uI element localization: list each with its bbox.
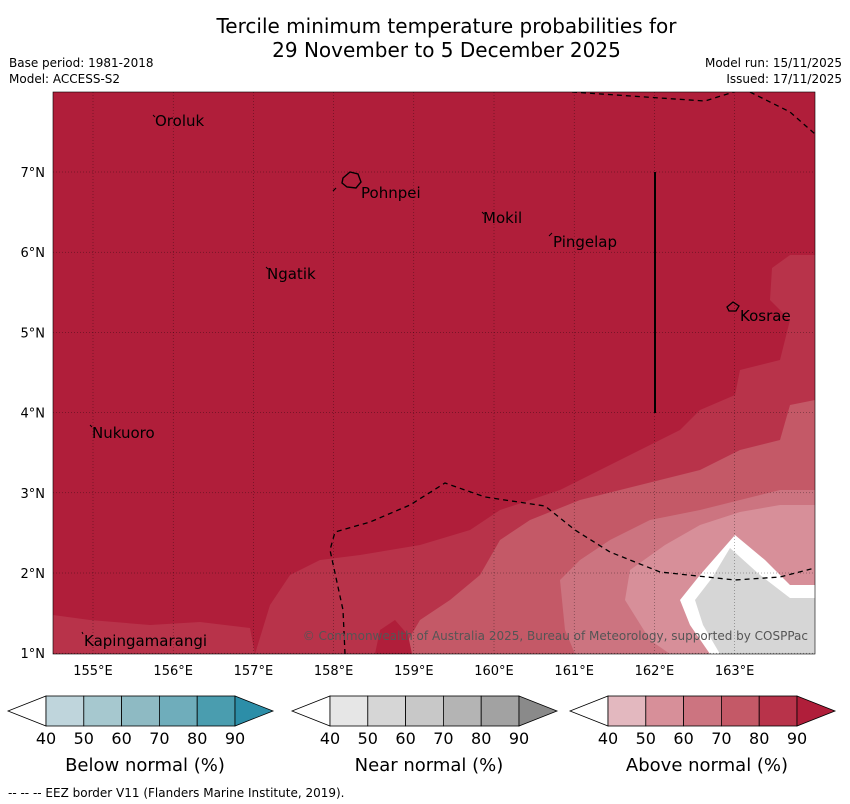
- longitude-tick-label: 155°E: [73, 664, 113, 679]
- colorbar-segment: [405, 695, 444, 727]
- colorbar-segment: [158, 695, 198, 727]
- map-title: Tercile minimum temperature probabilitie…: [0, 14, 850, 62]
- colorbar-tick-label: 60: [395, 729, 415, 748]
- colorbar-high-extension: [518, 695, 559, 727]
- colorbar-low-extension: [568, 695, 609, 727]
- latitude-tick-label: 1°N: [21, 647, 46, 662]
- latitude-tick-label: 2°N: [21, 567, 46, 582]
- colorbar-high-extension: [234, 695, 275, 727]
- colorbar-tick-label: 90: [787, 729, 807, 748]
- colorbar-segment: [367, 695, 407, 727]
- place-dots: [81, 114, 553, 635]
- colorbar-tick-label: 50: [74, 729, 94, 748]
- colorbar-title-below: Below normal (%): [65, 755, 225, 776]
- colorbar-segment: [121, 695, 160, 727]
- above-90-patch: [375, 620, 412, 654]
- map-frame: [52, 91, 816, 655]
- colorbar-segment: [83, 695, 123, 727]
- colorbar-near: 40 50 60 70 80 90: [290, 695, 559, 748]
- place-label: Kapingamarangi: [84, 632, 207, 650]
- base-period: Base period: 1981-2018: [9, 56, 154, 70]
- colorbar-low-extension: [290, 695, 331, 727]
- eez-border-south: [329, 482, 815, 654]
- map-panel: Oroluk Pohnpei Mokil Pingelap Ngatik Kos…: [21, 91, 816, 679]
- meta-right: Model run: 15/11/2025 Issued: 17/11/2025: [705, 55, 842, 87]
- latitude-tick-label: 5°N: [21, 326, 46, 341]
- place-label: Nukuoro: [92, 424, 155, 442]
- colorbar-tick-label: 40: [36, 729, 56, 748]
- colorbar-tick-label: 50: [358, 729, 378, 748]
- colorbar-segment: [720, 695, 760, 727]
- colorbar-segment: [645, 695, 685, 727]
- probability-field: [53, 92, 815, 654]
- place-label: Pohnpei: [361, 184, 421, 202]
- place-label: Mokil: [483, 209, 522, 227]
- colorbar-below: 40 50 60 70 80 90: [6, 695, 275, 748]
- colorbar-tick-label: 80: [749, 729, 769, 748]
- colorbar-low-extension: [6, 695, 47, 727]
- longitude-tick-label: 159°E: [394, 664, 434, 679]
- colorbar-high-extension: [796, 695, 837, 727]
- eez-legend-footer: -- -- -- EEZ border V11 (Flanders Marine…: [8, 786, 345, 800]
- islands: [332, 171, 740, 312]
- colorbar-tick-label: 70: [711, 729, 731, 748]
- colorbar-tick-label: 70: [149, 729, 169, 748]
- place-label: Ngatik: [267, 265, 316, 283]
- latitude-tick-label: 7°N: [21, 166, 46, 181]
- longitude-tick-label: 162°E: [635, 664, 675, 679]
- eez-border-north: [571, 92, 736, 102]
- latitude-tick-label: 6°N: [21, 246, 46, 261]
- latitude-tick-label: 3°N: [21, 487, 46, 502]
- place-label: Pingelap: [553, 233, 617, 251]
- longitude-tick-label: 158°E: [314, 664, 354, 679]
- colorbar-segment: [758, 695, 798, 727]
- colorbar-tick-label: 80: [471, 729, 491, 748]
- colorbar-segment: [45, 695, 85, 727]
- colorbar-tick-label: 80: [187, 729, 207, 748]
- colorbar-above: 40 50 60 70 80 90: [568, 695, 837, 748]
- eez-border-northeast: [749, 92, 815, 135]
- ant-atoll-mark: [332, 187, 337, 192]
- copyright-notice: © Commonwealth of Australia 2025, Bureau…: [303, 629, 808, 643]
- kosrae-island-outline: [726, 301, 740, 312]
- longitude-axis: 155°E 156°E 157°E 158°E 159°E 160°E 161°E 162°E…: [73, 664, 754, 679]
- longitude-tick-label: 157°E: [234, 664, 274, 679]
- colorbar-segment: [196, 695, 236, 727]
- colorbar-title-above: Above normal (%): [625, 755, 789, 776]
- issued-date: Issued: 17/11/2025: [726, 72, 842, 86]
- title-line-1: Tercile minimum temperature probabilitie…: [216, 14, 677, 38]
- longitude-tick-label: 163°E: [715, 664, 755, 679]
- latitude-tick-label: 4°N: [21, 407, 46, 422]
- near-50-region: [695, 548, 815, 654]
- place-label: Oroluk: [155, 112, 204, 130]
- longitude-tick-label: 161°E: [554, 664, 594, 679]
- colorbar-tick-label: 50: [636, 729, 656, 748]
- meta-left: Base period: 1981-2018 Model: ACCESS-S2: [9, 55, 154, 87]
- longitude-tick-label: 156°E: [153, 664, 193, 679]
- place-label: Kosrae: [740, 307, 791, 325]
- colorbar-tick-label: 60: [673, 729, 693, 748]
- colorbar-tick-label: 70: [433, 729, 453, 748]
- place-labels: Oroluk Pohnpei Mokil Pingelap Ngatik Kos…: [84, 112, 791, 650]
- latitude-axis: 7°N 6°N 5°N 4°N 3°N 2°N 1°N: [21, 166, 46, 662]
- eez-borders: [329, 92, 815, 654]
- colorbar-tick-label: 40: [320, 729, 340, 748]
- model-run: Model run: 15/11/2025: [704, 56, 842, 70]
- above-80-region-south: [53, 615, 255, 654]
- colorbar-segment: [329, 695, 369, 727]
- graticule: [53, 92, 815, 654]
- colorbar-segment: [480, 695, 520, 727]
- pohnpei-island-outline: [341, 171, 362, 189]
- colorbar-tick-label: 60: [111, 729, 131, 748]
- colorbar-segment: [683, 695, 722, 727]
- colorbar-title-near: Near normal (%): [354, 755, 504, 776]
- colorbar-segment: [442, 695, 482, 727]
- colorbar-tick-label: 40: [598, 729, 618, 748]
- colorbar-tick-label: 90: [225, 729, 245, 748]
- colorbar-segment: [607, 695, 647, 727]
- colorbar-tick-label: 90: [509, 729, 529, 748]
- title-line-2: 29 November to 5 December 2025: [272, 38, 621, 62]
- longitude-tick-label: 160°E: [474, 664, 514, 679]
- model-name: Model: ACCESS-S2: [9, 72, 121, 86]
